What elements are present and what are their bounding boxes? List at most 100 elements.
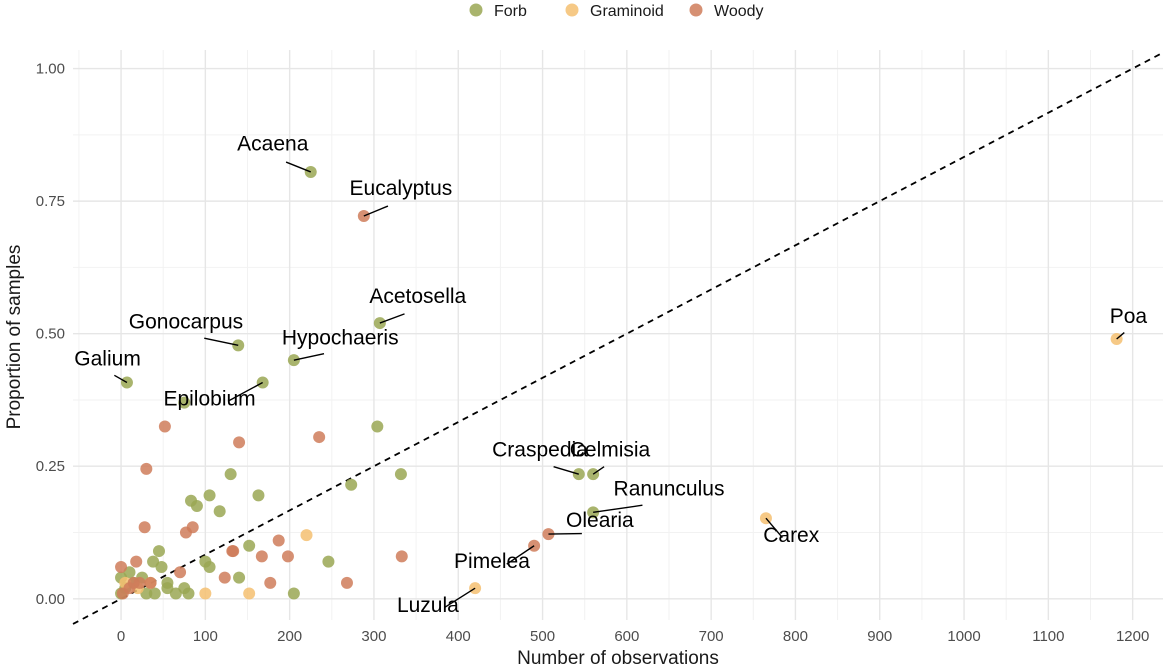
leader-line-acetosella xyxy=(379,313,405,324)
leader-line-eucalyptus xyxy=(363,205,389,217)
point-forb xyxy=(224,468,237,481)
point-forb xyxy=(120,376,133,389)
data-points xyxy=(115,165,1123,600)
leader-line-acaena xyxy=(285,161,311,173)
point-woody xyxy=(158,420,171,433)
annotation-craspedia: Craspedia xyxy=(492,439,588,462)
leader-line-luzula xyxy=(444,587,476,609)
point-woody xyxy=(281,550,294,563)
grid xyxy=(73,50,1163,620)
annotation-carex: Carex xyxy=(763,524,820,547)
legend-key-forb xyxy=(469,3,483,17)
point-woody xyxy=(395,550,408,563)
point-forb xyxy=(178,396,191,409)
y-axis-ticks: 0.00 0.25 0.50 0.75 1.00 xyxy=(36,61,65,608)
x-tick-label: 200 xyxy=(277,628,302,645)
point-graminoid xyxy=(300,529,313,542)
annotation-galium: Galium xyxy=(74,347,141,370)
leader-line-poa xyxy=(1116,332,1125,340)
point-forb xyxy=(243,539,256,552)
leader-line-carex xyxy=(765,517,783,539)
point-woody xyxy=(255,550,268,563)
leader-line-gonocarpus xyxy=(204,337,239,347)
point-woody xyxy=(116,587,129,600)
point-woody xyxy=(218,571,231,584)
point-forb xyxy=(322,555,335,568)
x-tick-label: 500 xyxy=(530,628,555,645)
point-woody xyxy=(272,534,285,547)
point-graminoid xyxy=(199,587,212,600)
annotation-eucalyptus: Eucalyptus xyxy=(350,177,453,200)
annotation-gonocarpus: Gonocarpus xyxy=(129,310,243,333)
point-forb xyxy=(394,468,407,481)
point-woody xyxy=(233,436,246,449)
y-tick-label: 0.50 xyxy=(36,326,65,343)
x-tick-label: 600 xyxy=(614,628,639,645)
legend-key-graminoid xyxy=(565,3,579,17)
point-woody xyxy=(115,560,128,573)
point-forb xyxy=(213,505,226,518)
point-forb xyxy=(252,489,265,502)
point-woody xyxy=(138,521,151,534)
y-tick-label: 0.25 xyxy=(36,458,65,475)
annotations: Acaena Eucalyptus Acetosella Gonocarpus Hypo… xyxy=(74,133,1147,617)
point-forb xyxy=(148,587,161,600)
x-axis-title: Number of observations xyxy=(517,648,719,669)
x-tick-label: 100 xyxy=(193,628,218,645)
annotation-poa: Poa xyxy=(1110,305,1148,328)
point-woody xyxy=(340,576,353,589)
x-tick-label: 1200 xyxy=(1116,628,1149,645)
annotation-ranunculus: Ranunculus xyxy=(614,477,725,500)
leader-line-galium xyxy=(114,374,128,384)
point-forb xyxy=(155,560,168,573)
point-forb xyxy=(190,500,203,512)
x-tick-label: 400 xyxy=(446,628,471,645)
annotation-epilobium: Epilobium xyxy=(163,387,255,410)
point-woody xyxy=(179,526,192,539)
point-woody xyxy=(226,545,239,558)
point-forb xyxy=(169,587,182,600)
leader-line-craspedia xyxy=(553,466,579,475)
legend-label-woody: Woody xyxy=(714,3,764,20)
x-tick-label: 1100 xyxy=(1032,628,1064,645)
x-tick-label: 300 xyxy=(361,628,386,645)
annotation-luzula: Luzula xyxy=(397,594,459,617)
point-forb xyxy=(152,545,165,558)
point-woody xyxy=(130,555,143,568)
point-forb xyxy=(182,587,195,600)
point-woody xyxy=(133,576,146,589)
point-woody xyxy=(144,576,157,589)
x-axis-ticks: 0 100 200 300 400 500 600 700 800 900 1000 1100 1200 xyxy=(117,628,1149,645)
leader-line-pimelea xyxy=(506,545,535,565)
leader-line-olearia xyxy=(548,532,582,535)
y-tick-label: 0.00 xyxy=(36,591,65,608)
y-tick-label: 1.00 xyxy=(36,61,65,78)
point-woody xyxy=(264,576,277,589)
x-tick-label: 800 xyxy=(783,628,808,645)
leader-line-ranunculus xyxy=(593,504,643,514)
annotation-celmisia: Celmisia xyxy=(570,439,651,462)
annotation-olearia: Olearia xyxy=(566,509,634,532)
legend-label-graminoid: Graminoid xyxy=(590,3,664,20)
point-forb xyxy=(287,587,300,600)
annotation-acaena: Acaena xyxy=(237,133,309,156)
point-forb xyxy=(233,571,246,584)
point-woody xyxy=(140,462,153,475)
legend-label-forb: Forb xyxy=(494,3,527,20)
y-axis-title: Proportion of samples xyxy=(4,245,25,430)
point-forb xyxy=(371,420,384,433)
point-forb xyxy=(203,560,216,573)
x-tick-label: 700 xyxy=(699,628,724,645)
annotation-hypochaeris: Hypochaeris xyxy=(282,326,399,349)
y-tick-label: 0.75 xyxy=(36,193,65,210)
legend-key-woody xyxy=(689,3,703,17)
point-forb xyxy=(345,478,358,491)
point-woody xyxy=(313,431,326,444)
reference-line xyxy=(72,51,1164,625)
x-tick-label: 1000 xyxy=(947,628,980,645)
leader-line-celmisia xyxy=(592,466,605,475)
diagonal-dashed-line xyxy=(72,51,1164,625)
annotation-pimelea: Pimelea xyxy=(454,550,530,573)
point-woody xyxy=(174,566,187,579)
